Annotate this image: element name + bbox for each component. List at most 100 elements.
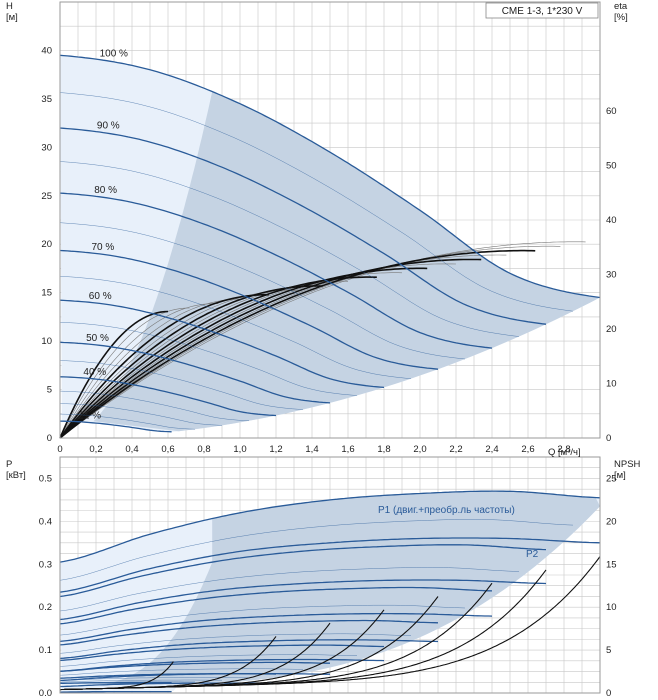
head-curve-thin bbox=[59, 55, 601, 298]
speed-label: 21 % bbox=[78, 411, 101, 422]
x-tick-label: 1,6 bbox=[341, 444, 354, 455]
head-curve-thin bbox=[59, 250, 439, 370]
p-tick-label: 0.5 bbox=[39, 473, 52, 484]
p2-curve bbox=[59, 579, 547, 621]
p-tick-label: 0.4 bbox=[39, 516, 52, 527]
y-tick-label: 15 bbox=[41, 288, 52, 299]
y-tick-label: 10 bbox=[41, 336, 52, 347]
head-curve-thin bbox=[59, 342, 331, 404]
p1-curve-thin bbox=[59, 681, 195, 684]
p1-curve-thin bbox=[59, 654, 358, 667]
head-curves bbox=[59, 54, 601, 433]
p2-curve bbox=[59, 690, 172, 693]
h-axis-title: H [м] bbox=[6, 1, 18, 23]
x-tick-label: 2,4 bbox=[485, 444, 498, 455]
p-axis-title: P [кВт] bbox=[6, 459, 26, 481]
model-label: CME 1-3, 1*230 V bbox=[502, 6, 583, 17]
speed-label: 60 % bbox=[89, 291, 112, 302]
head-curve-thin bbox=[59, 390, 250, 422]
p2-curve bbox=[59, 639, 439, 660]
p-tick-label: 0.3 bbox=[39, 559, 52, 570]
x-tick-label: 2,8 bbox=[557, 444, 570, 455]
p-axis-title-line1: P bbox=[6, 459, 12, 470]
npsh-curves bbox=[59, 556, 601, 691]
speed-label: 90 % bbox=[97, 121, 120, 132]
x-tick-label: 1,4 bbox=[305, 444, 318, 455]
eta-curve bbox=[59, 307, 190, 439]
efficiency-curves bbox=[59, 241, 586, 439]
eta-curve bbox=[59, 254, 507, 439]
head-curve-thin bbox=[59, 403, 223, 426]
head-curve-21 bbox=[59, 420, 172, 433]
x-tick-label: 0,6 bbox=[161, 444, 174, 455]
x-tick-label: 1,8 bbox=[377, 444, 390, 455]
y-tick-label: 0 bbox=[47, 433, 52, 444]
head-curve-thin bbox=[59, 127, 547, 325]
npsh-tick-label: 0 bbox=[606, 688, 611, 699]
y2-tick-label: 60 bbox=[606, 106, 617, 117]
h-axis-title-line2: [м] bbox=[6, 12, 18, 23]
p1-curve-thin bbox=[59, 587, 493, 625]
y-tick-label: 40 bbox=[41, 45, 52, 56]
eta-curve-main bbox=[59, 285, 323, 439]
bottom-panel-frame bbox=[59, 456, 601, 694]
npsh-curve bbox=[59, 661, 174, 691]
p1-curve bbox=[60, 682, 172, 684]
x-tick-label: 0,8 bbox=[197, 444, 210, 455]
y2-tick-label: 30 bbox=[606, 270, 617, 281]
p-tick-label: 0.1 bbox=[39, 645, 52, 656]
x-tick-label: 1,2 bbox=[269, 444, 282, 455]
p1-curve-thin bbox=[59, 677, 250, 681]
p1-curve-thin bbox=[59, 519, 574, 581]
head-curve-thin bbox=[59, 413, 196, 430]
eta-curve-main bbox=[59, 276, 377, 439]
npsh-axis-title-line1: NPSH bbox=[614, 459, 641, 470]
npsh-tick-label: 15 bbox=[606, 559, 617, 570]
speed-label: 70 % bbox=[92, 242, 115, 253]
p1-curve-thin bbox=[59, 644, 385, 661]
head-curve-thin bbox=[59, 192, 493, 349]
y2-tick-label: 0 bbox=[606, 433, 611, 444]
eta-curve-main bbox=[59, 294, 269, 439]
head-curve-thin bbox=[59, 161, 520, 337]
p2-series-label: P2 bbox=[526, 549, 539, 560]
chart-labels: 100 % 90 % 80 % 70 % 60 % 50 % 40 % 21 % bbox=[78, 49, 128, 422]
speed-label: 40 % bbox=[83, 367, 106, 378]
eta-curve bbox=[59, 298, 244, 439]
eta-curve bbox=[59, 303, 219, 439]
y-tick-label: 35 bbox=[41, 94, 52, 105]
y2-tick-label: 10 bbox=[606, 379, 617, 390]
npsh-axis-title: NPSH [м] bbox=[614, 459, 641, 481]
head-curve-thin bbox=[59, 92, 574, 312]
eta-axis-title-line2: [%] bbox=[614, 12, 628, 23]
y2-tick-label: 50 bbox=[606, 161, 617, 172]
x-tick-label: 2,2 bbox=[449, 444, 462, 455]
speed-label: 80 % bbox=[94, 185, 117, 196]
eta-axis-title: eta [%] bbox=[614, 1, 628, 23]
y-tick-label: 25 bbox=[41, 191, 52, 202]
x-tick-label: 2,0 bbox=[413, 444, 426, 455]
p1-curve-thin bbox=[59, 662, 330, 672]
model-label-box bbox=[485, 2, 599, 19]
q-axis-title: Q [м³/ч] bbox=[548, 447, 581, 458]
p1-curve-thin bbox=[59, 633, 412, 654]
eta-curve-main bbox=[59, 267, 428, 439]
p1-curve-thin bbox=[59, 490, 601, 563]
npsh-tick-label: 10 bbox=[606, 602, 617, 613]
eta-curve-main bbox=[59, 258, 482, 439]
p2-curve bbox=[59, 612, 493, 643]
head-curve-thin bbox=[59, 321, 358, 396]
x-tick-label: 0,4 bbox=[125, 444, 138, 455]
p1-curve-thin bbox=[59, 673, 277, 679]
y-tick-label: 5 bbox=[47, 385, 52, 396]
head-curve-thin bbox=[59, 299, 385, 388]
eta-curve-main bbox=[59, 310, 169, 439]
head-curve-thin bbox=[59, 360, 304, 410]
head-curve-thin bbox=[59, 276, 412, 379]
head-curve-thin bbox=[59, 376, 277, 416]
eta-curve bbox=[59, 245, 561, 439]
head-curve-thin bbox=[59, 222, 466, 360]
eta-curve bbox=[59, 241, 586, 439]
p-axis-title-line2: [кВт] bbox=[6, 470, 26, 481]
